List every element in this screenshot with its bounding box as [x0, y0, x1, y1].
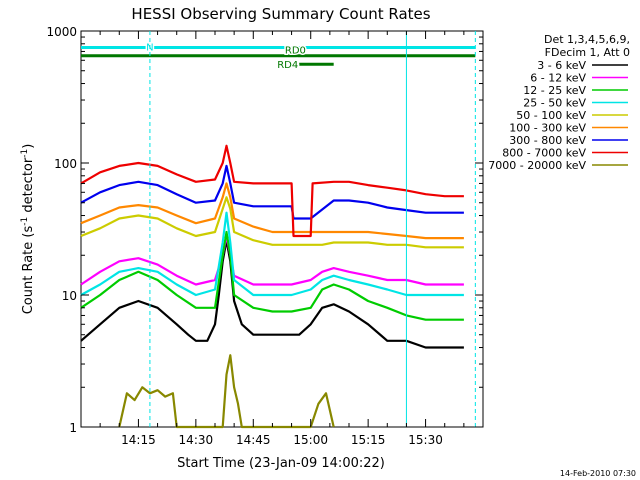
legend-label-2: 12 - 25 keV — [523, 84, 586, 97]
series-line-1 — [80, 234, 464, 286]
y-tick-label-3: 1000 — [46, 25, 77, 39]
series-line-4 — [80, 196, 464, 249]
annotation-label-1: RD0 — [285, 46, 306, 57]
series-line-3 — [80, 211, 464, 297]
y-axis-label: Count Rate (s-1 detector-1) — [20, 144, 36, 315]
legend-header-line2: FDecim 1, Att 0 — [545, 46, 630, 59]
legend-header-line1: Det 1,3,4,5,6,9, — [544, 33, 630, 46]
x-axis-label: Start Time (23-Jan-09 14:00:22) — [177, 456, 385, 471]
series-line-6 — [80, 164, 464, 220]
y-tick-label-0: 1 — [69, 421, 77, 435]
plot-layer: NRD0RD4 — [80, 31, 476, 429]
legend-label-1: 6 - 12 keV — [530, 72, 586, 85]
plot-frame — [80, 30, 484, 428]
series-line-7 — [80, 144, 464, 238]
series-line-8 — [118, 354, 335, 429]
footer-timestamp: 14-Feb-2010 07:30 — [560, 469, 636, 478]
chart-title: HESSI Observing Summary Count Rates — [131, 5, 430, 23]
series-line-5 — [80, 182, 464, 240]
legend-label-7: 800 - 7000 keV — [502, 147, 586, 160]
annotation-label-2: RD4 — [277, 60, 298, 71]
x-tick-label-4: 15:15 — [351, 433, 386, 447]
x-tick-label-3: 15:00 — [293, 433, 328, 447]
x-tick-label-1: 14:30 — [179, 433, 214, 447]
series-line-2 — [80, 230, 464, 321]
series-line-0 — [80, 239, 464, 349]
y-tick-label-2: 100 — [54, 157, 77, 171]
legend-label-0: 3 - 6 keV — [537, 59, 586, 72]
x-tick-label-2: 14:45 — [236, 433, 271, 447]
legend-label-8: 7000 - 20000 keV — [488, 159, 586, 172]
legend: Det 1,3,4,5,6,9,FDecim 1, Att 03 - 6 keV… — [488, 33, 630, 172]
axis-layer: 1 10 100 1000 14:15 14:30 14:45 15:00 15:15 15:30 — [46, 25, 483, 447]
y-tick-label-1: 10 — [62, 289, 77, 303]
x-tick-label-5: 15:30 — [408, 433, 443, 447]
legend-label-4: 50 - 100 keV — [516, 109, 586, 122]
legend-label-6: 300 - 800 keV — [509, 134, 586, 147]
legend-label-5: 100 - 300 keV — [509, 122, 586, 135]
x-tick-label-0: 14:15 — [121, 433, 156, 447]
legend-label-3: 25 - 50 keV — [523, 97, 586, 110]
